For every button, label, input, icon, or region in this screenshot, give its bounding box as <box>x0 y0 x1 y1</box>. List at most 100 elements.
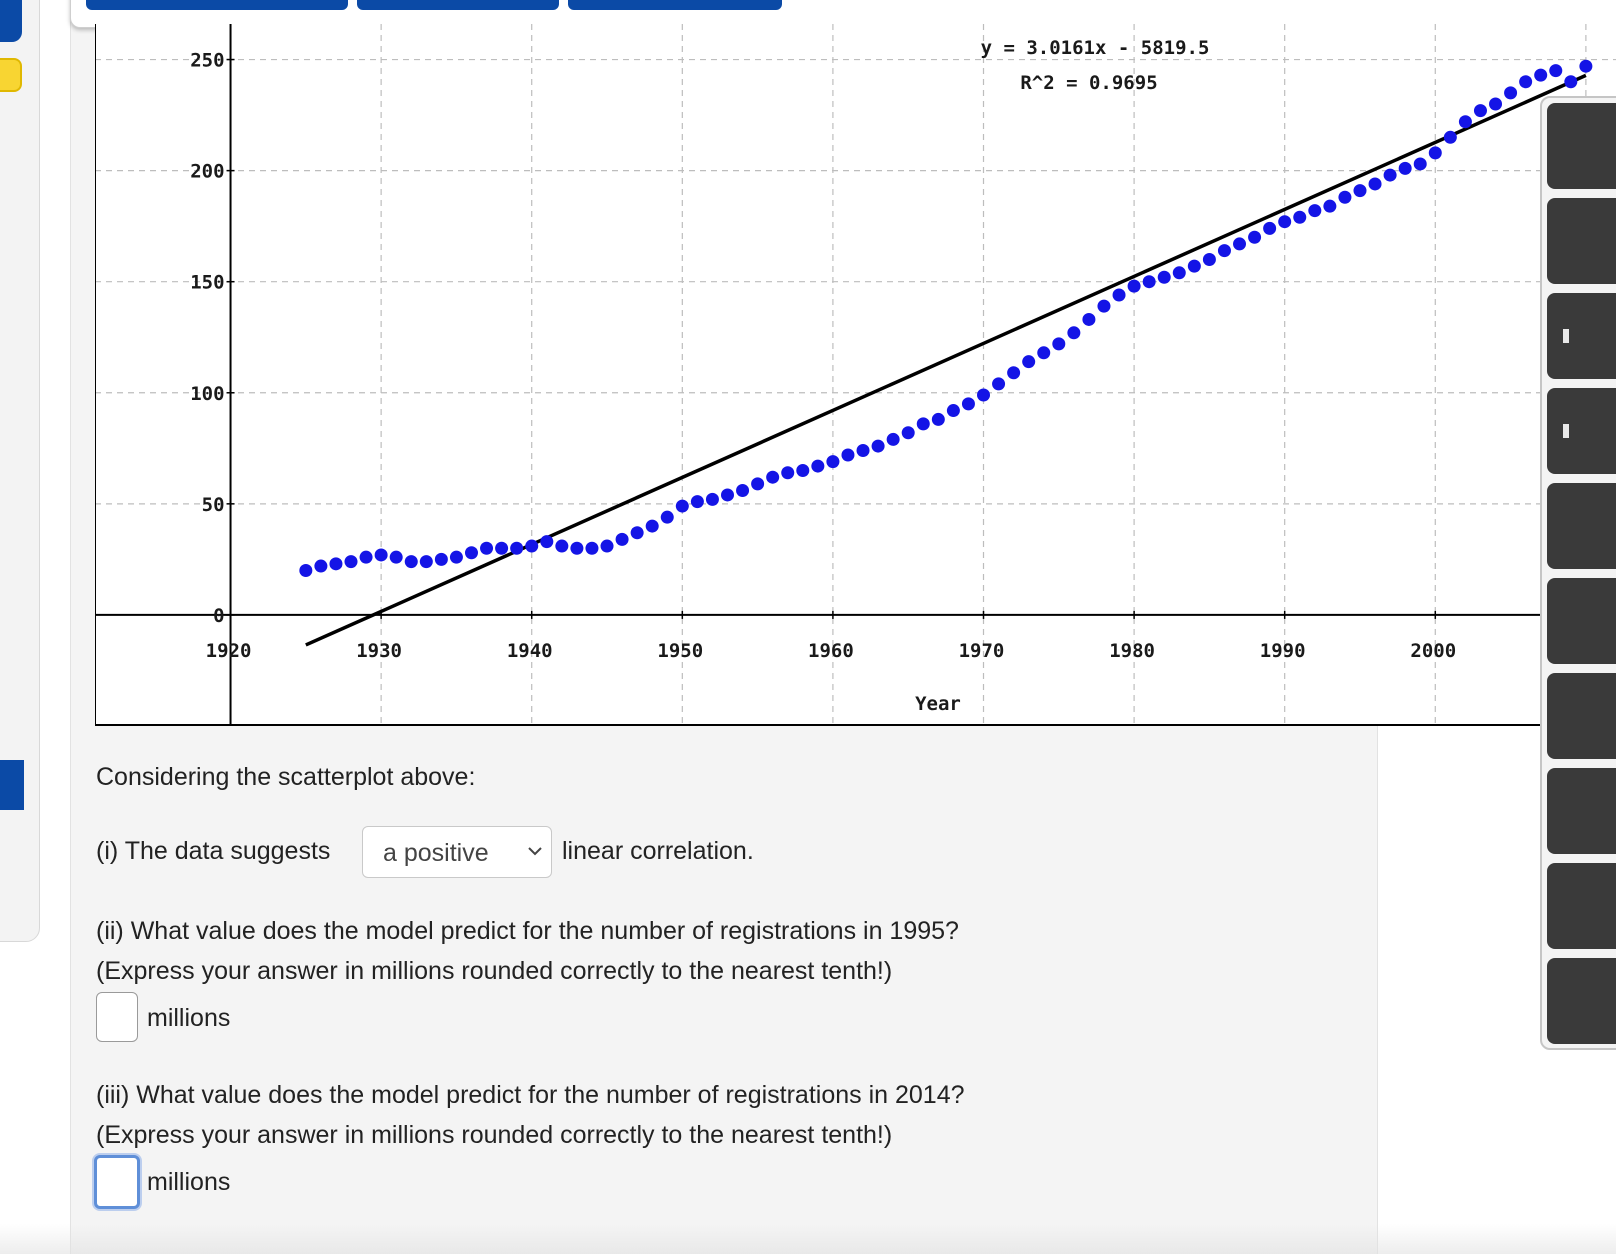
part2-question: (ii) What value does the model predict f… <box>96 917 959 945</box>
data-point <box>1263 221 1277 235</box>
data-point <box>630 526 644 540</box>
data-point <box>1428 146 1442 160</box>
data-point <box>720 488 734 502</box>
data-point <box>1308 204 1322 218</box>
y-tick-label: 150 <box>190 272 224 294</box>
data-point <box>615 532 629 546</box>
rail-button-4[interactable] <box>1547 388 1616 474</box>
data-point <box>480 541 494 555</box>
part3-answer-input[interactable] <box>94 1155 140 1209</box>
left-flag-tab[interactable] <box>0 58 22 92</box>
data-point <box>736 484 750 498</box>
x-tick-label: 1940 <box>507 640 553 662</box>
data-point <box>1579 59 1593 73</box>
data-point <box>600 539 614 553</box>
rail-button-8[interactable] <box>1547 768 1616 854</box>
data-point <box>1217 244 1231 258</box>
data-point <box>419 555 433 569</box>
toolbar-tab-2[interactable] <box>357 0 559 10</box>
data-point <box>1278 215 1292 229</box>
rail-button-3[interactable] <box>1547 293 1616 379</box>
rail-button-10[interactable] <box>1547 958 1616 1044</box>
rail-button-6[interactable] <box>1547 578 1616 664</box>
x-tick-label: 2000 <box>1410 640 1456 662</box>
data-point <box>1127 279 1141 293</box>
data-point <box>961 397 975 411</box>
data-point <box>1383 168 1397 182</box>
data-point <box>329 557 343 571</box>
part2-answer-input[interactable] <box>96 992 138 1042</box>
data-point <box>705 492 719 506</box>
data-point <box>585 541 599 555</box>
data-point <box>1037 346 1051 360</box>
data-point <box>901 426 915 440</box>
x-tick-label: 1960 <box>808 640 854 662</box>
data-point <box>389 550 403 564</box>
x-tick-label: 1990 <box>1260 640 1306 662</box>
data-point <box>1082 312 1096 326</box>
toolbar-tab-3[interactable] <box>568 0 782 10</box>
data-point <box>1112 288 1126 302</box>
x-tick-label: 1920 <box>206 640 252 662</box>
data-point <box>1338 190 1352 204</box>
data-point <box>1172 266 1186 280</box>
data-point <box>404 555 418 569</box>
part2-instructions: (Express your answer in millions rounded… <box>96 957 893 985</box>
data-point <box>946 404 960 418</box>
data-point <box>1233 237 1247 251</box>
data-point <box>449 550 463 564</box>
rail-button-2[interactable] <box>1547 198 1616 284</box>
part3-question: (iii) What value does the model predict … <box>96 1081 965 1109</box>
data-point <box>374 548 388 562</box>
data-point <box>690 495 704 509</box>
data-point <box>1413 157 1427 171</box>
rail-button-5[interactable] <box>1547 483 1616 569</box>
data-point <box>1353 184 1367 198</box>
data-point <box>645 519 659 533</box>
data-point <box>1248 230 1262 244</box>
data-point <box>1549 64 1563 78</box>
data-point <box>826 455 840 469</box>
data-point <box>344 555 358 569</box>
rail-glyph-icon <box>1563 329 1569 343</box>
data-point <box>1489 97 1503 111</box>
data-point <box>314 559 328 573</box>
rail-glyph-icon <box>1563 424 1569 438</box>
rail-button-1[interactable] <box>1547 103 1616 189</box>
correlation-select[interactable]: a positive <box>362 826 552 878</box>
data-point <box>495 541 509 555</box>
part3-unit: millions <box>147 1168 231 1196</box>
chart-tick-labels: 1920193019401950196019701980199020002010… <box>190 50 1607 662</box>
data-point <box>1157 270 1171 284</box>
data-point <box>1187 259 1201 273</box>
chart-axes <box>95 24 1616 726</box>
data-point <box>510 541 524 555</box>
left-nav-tab[interactable] <box>0 0 22 42</box>
data-point <box>1097 299 1111 313</box>
data-point <box>464 546 478 560</box>
chart-points <box>299 59 1593 577</box>
data-point <box>555 539 569 553</box>
data-point <box>1142 275 1156 289</box>
data-point <box>540 535 554 549</box>
rail-button-9[interactable] <box>1547 863 1616 949</box>
data-point <box>1519 75 1533 89</box>
correlation-select-value: a positive <box>383 839 489 867</box>
data-point <box>931 412 945 426</box>
data-point <box>660 510 674 524</box>
data-point <box>1052 337 1066 351</box>
data-point <box>675 499 689 513</box>
left-marker-tab[interactable] <box>0 760 24 810</box>
data-point <box>751 477 765 491</box>
equation-annotation: y = 3.0161x - 5819.5 <box>981 37 1210 59</box>
data-point <box>1022 355 1036 369</box>
y-tick-label: 100 <box>190 383 224 405</box>
y-tick-label: 50 <box>202 494 225 516</box>
rail-button-7[interactable] <box>1547 673 1616 759</box>
toolbar-tab-1[interactable] <box>86 0 348 10</box>
data-point <box>856 444 870 458</box>
data-point <box>1398 161 1412 175</box>
data-point <box>1473 104 1487 118</box>
data-point <box>1504 86 1518 100</box>
data-point <box>811 459 825 473</box>
